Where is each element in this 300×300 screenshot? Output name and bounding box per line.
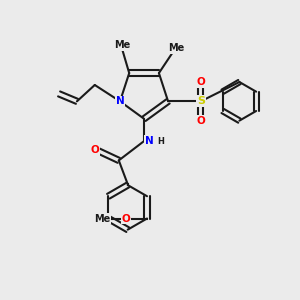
Text: S: S — [197, 96, 205, 106]
Text: Me: Me — [114, 40, 130, 50]
Text: Me: Me — [169, 44, 185, 53]
Text: O: O — [122, 214, 130, 224]
Text: N: N — [116, 96, 124, 106]
Text: O: O — [196, 77, 205, 87]
Text: O: O — [91, 145, 99, 155]
Text: N: N — [145, 136, 154, 146]
Text: Me: Me — [94, 214, 111, 224]
Text: O: O — [196, 116, 205, 126]
Text: H: H — [157, 136, 164, 146]
